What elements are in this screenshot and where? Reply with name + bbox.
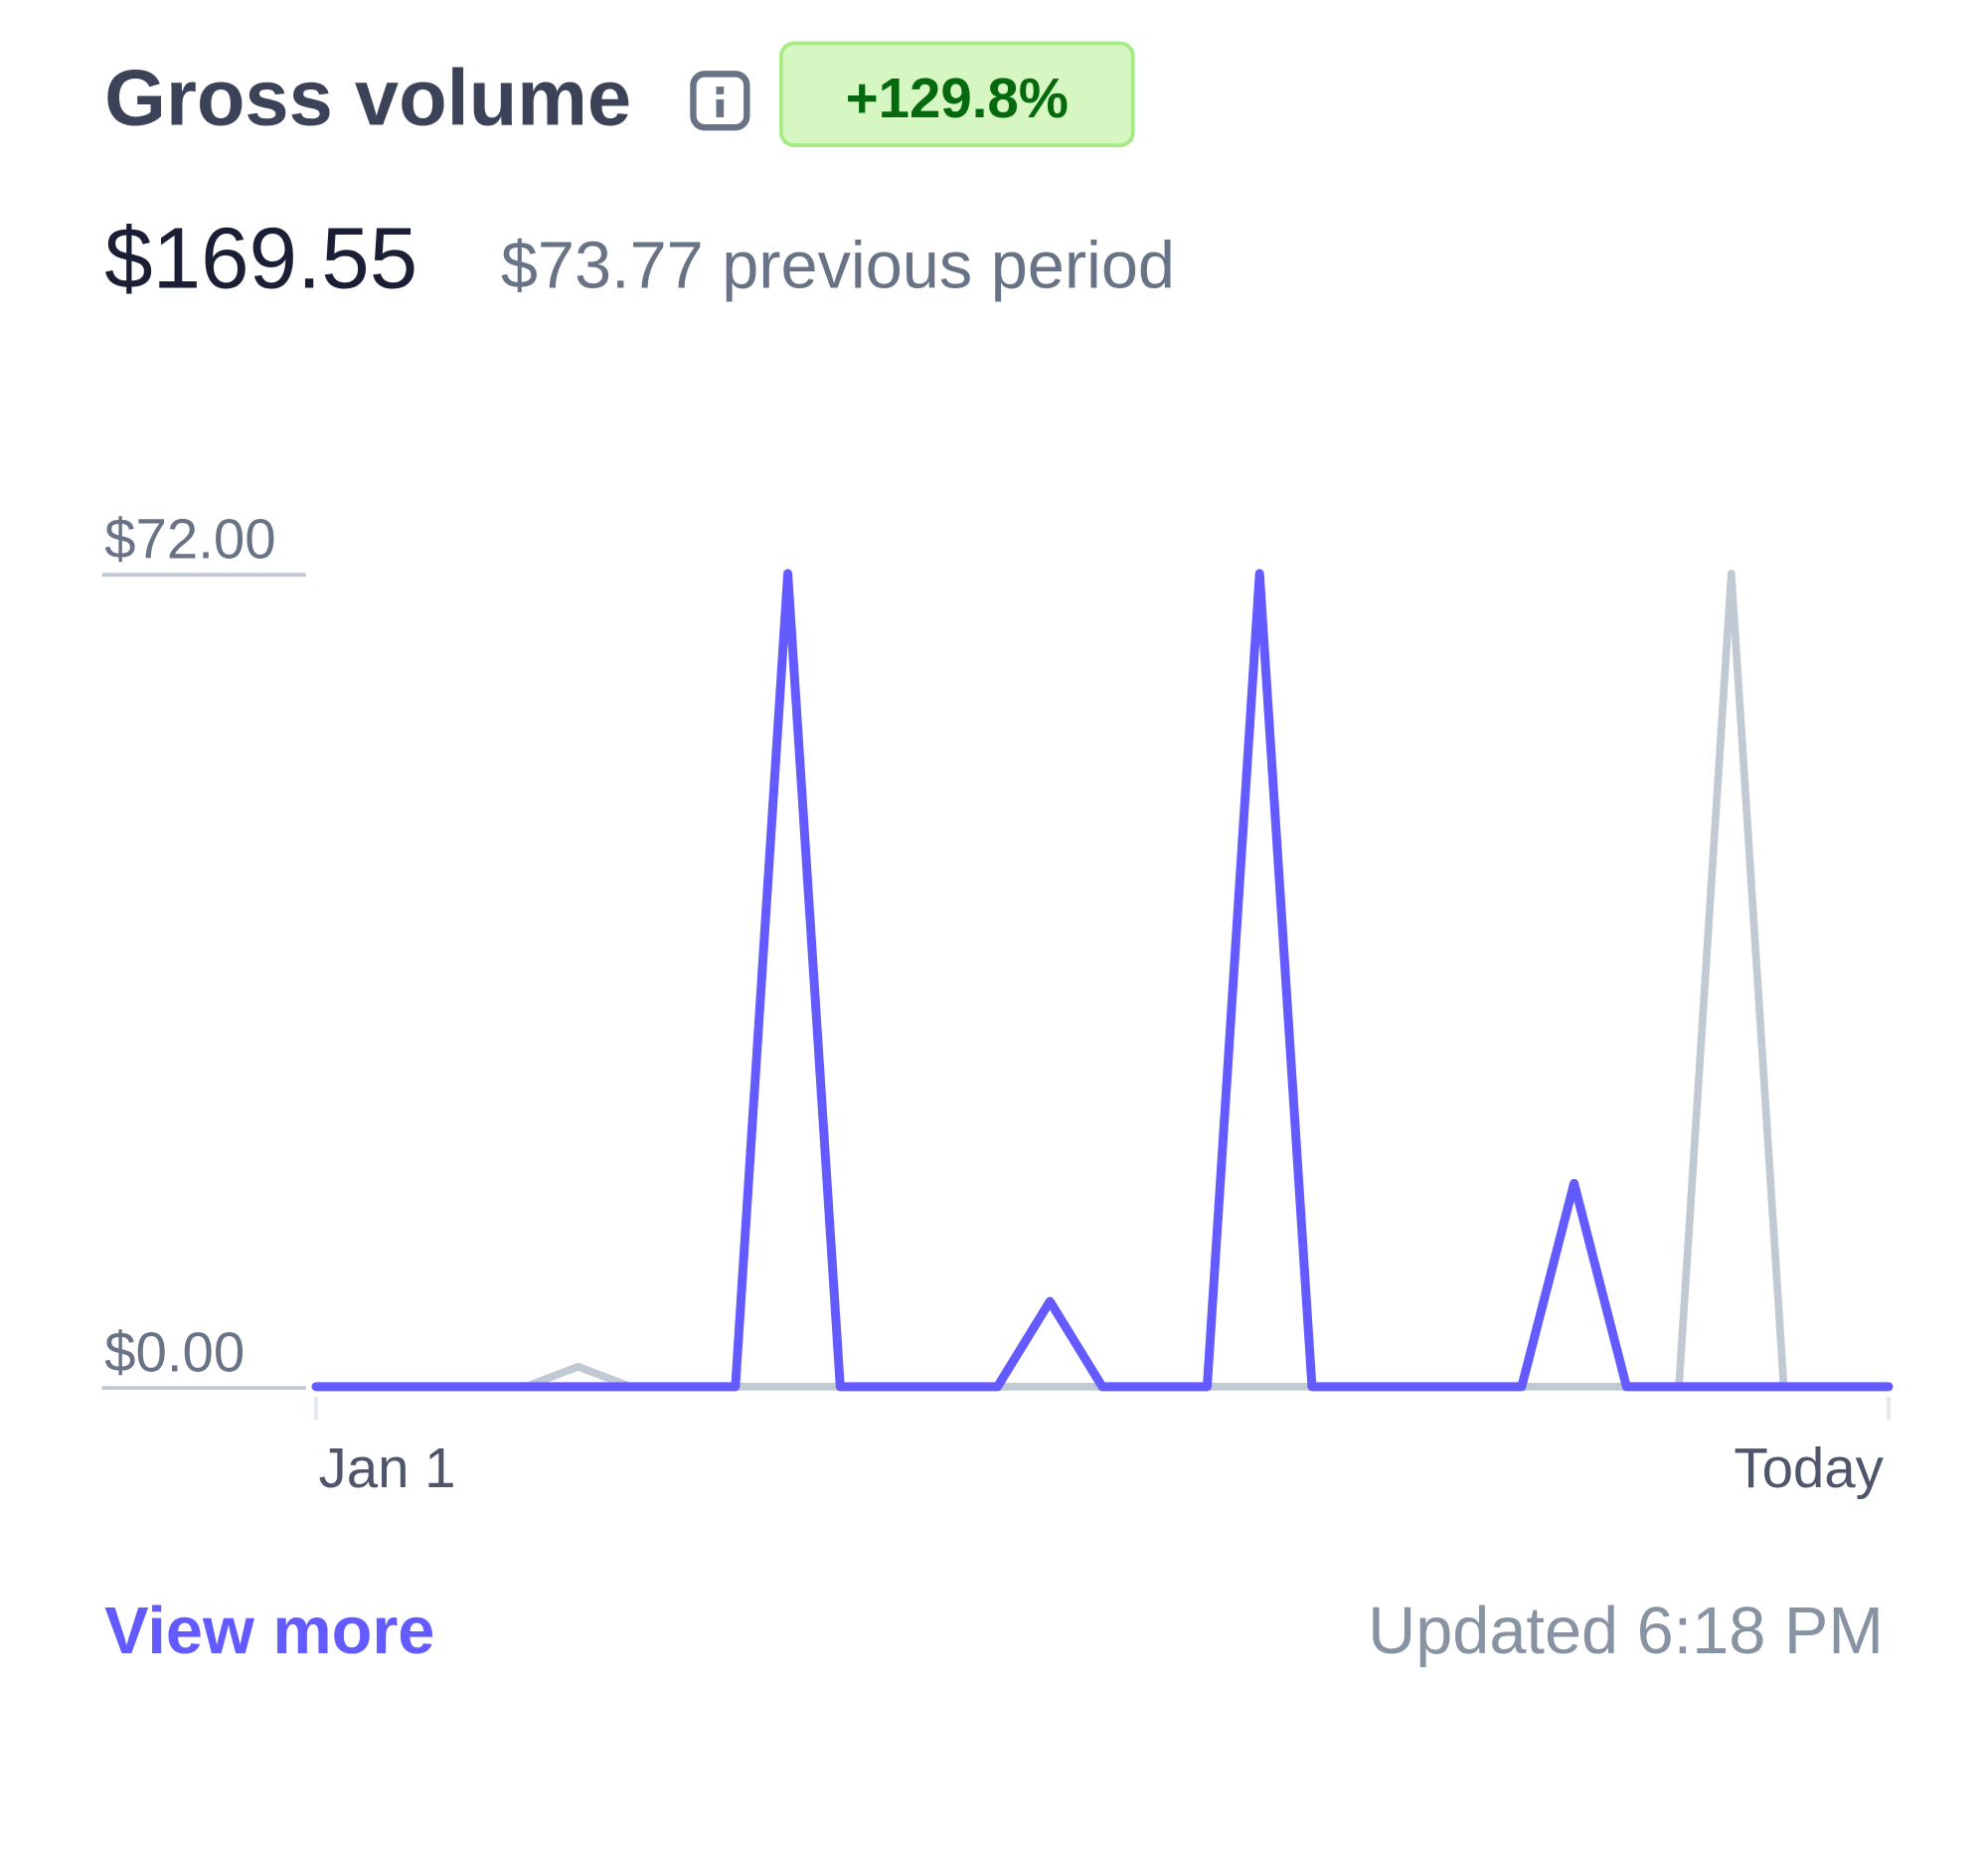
badge-text: +129.8% xyxy=(846,67,1069,129)
amount: $169.55 xyxy=(104,211,417,307)
series-line xyxy=(312,570,1893,1391)
y-tick-label: $0.00 xyxy=(104,1320,245,1383)
title: Gross volume xyxy=(104,54,631,142)
x-tick-label: Today xyxy=(1734,1437,1884,1499)
updated-text: Updated 6:18 PM xyxy=(1368,1595,1884,1668)
chart: $0.00 $72.00 Jan 1 Today xyxy=(101,508,1894,1499)
y-tick-label: $72.00 xyxy=(104,508,275,571)
x-tick-label: Jan 1 xyxy=(319,1437,456,1499)
previous-amount: $73.77 previous period xyxy=(501,230,1175,303)
badge xyxy=(778,41,1135,148)
series-line xyxy=(311,569,1894,1392)
view-more-link[interactable]: View more xyxy=(104,1595,434,1668)
info-icon[interactable] xyxy=(690,71,750,131)
